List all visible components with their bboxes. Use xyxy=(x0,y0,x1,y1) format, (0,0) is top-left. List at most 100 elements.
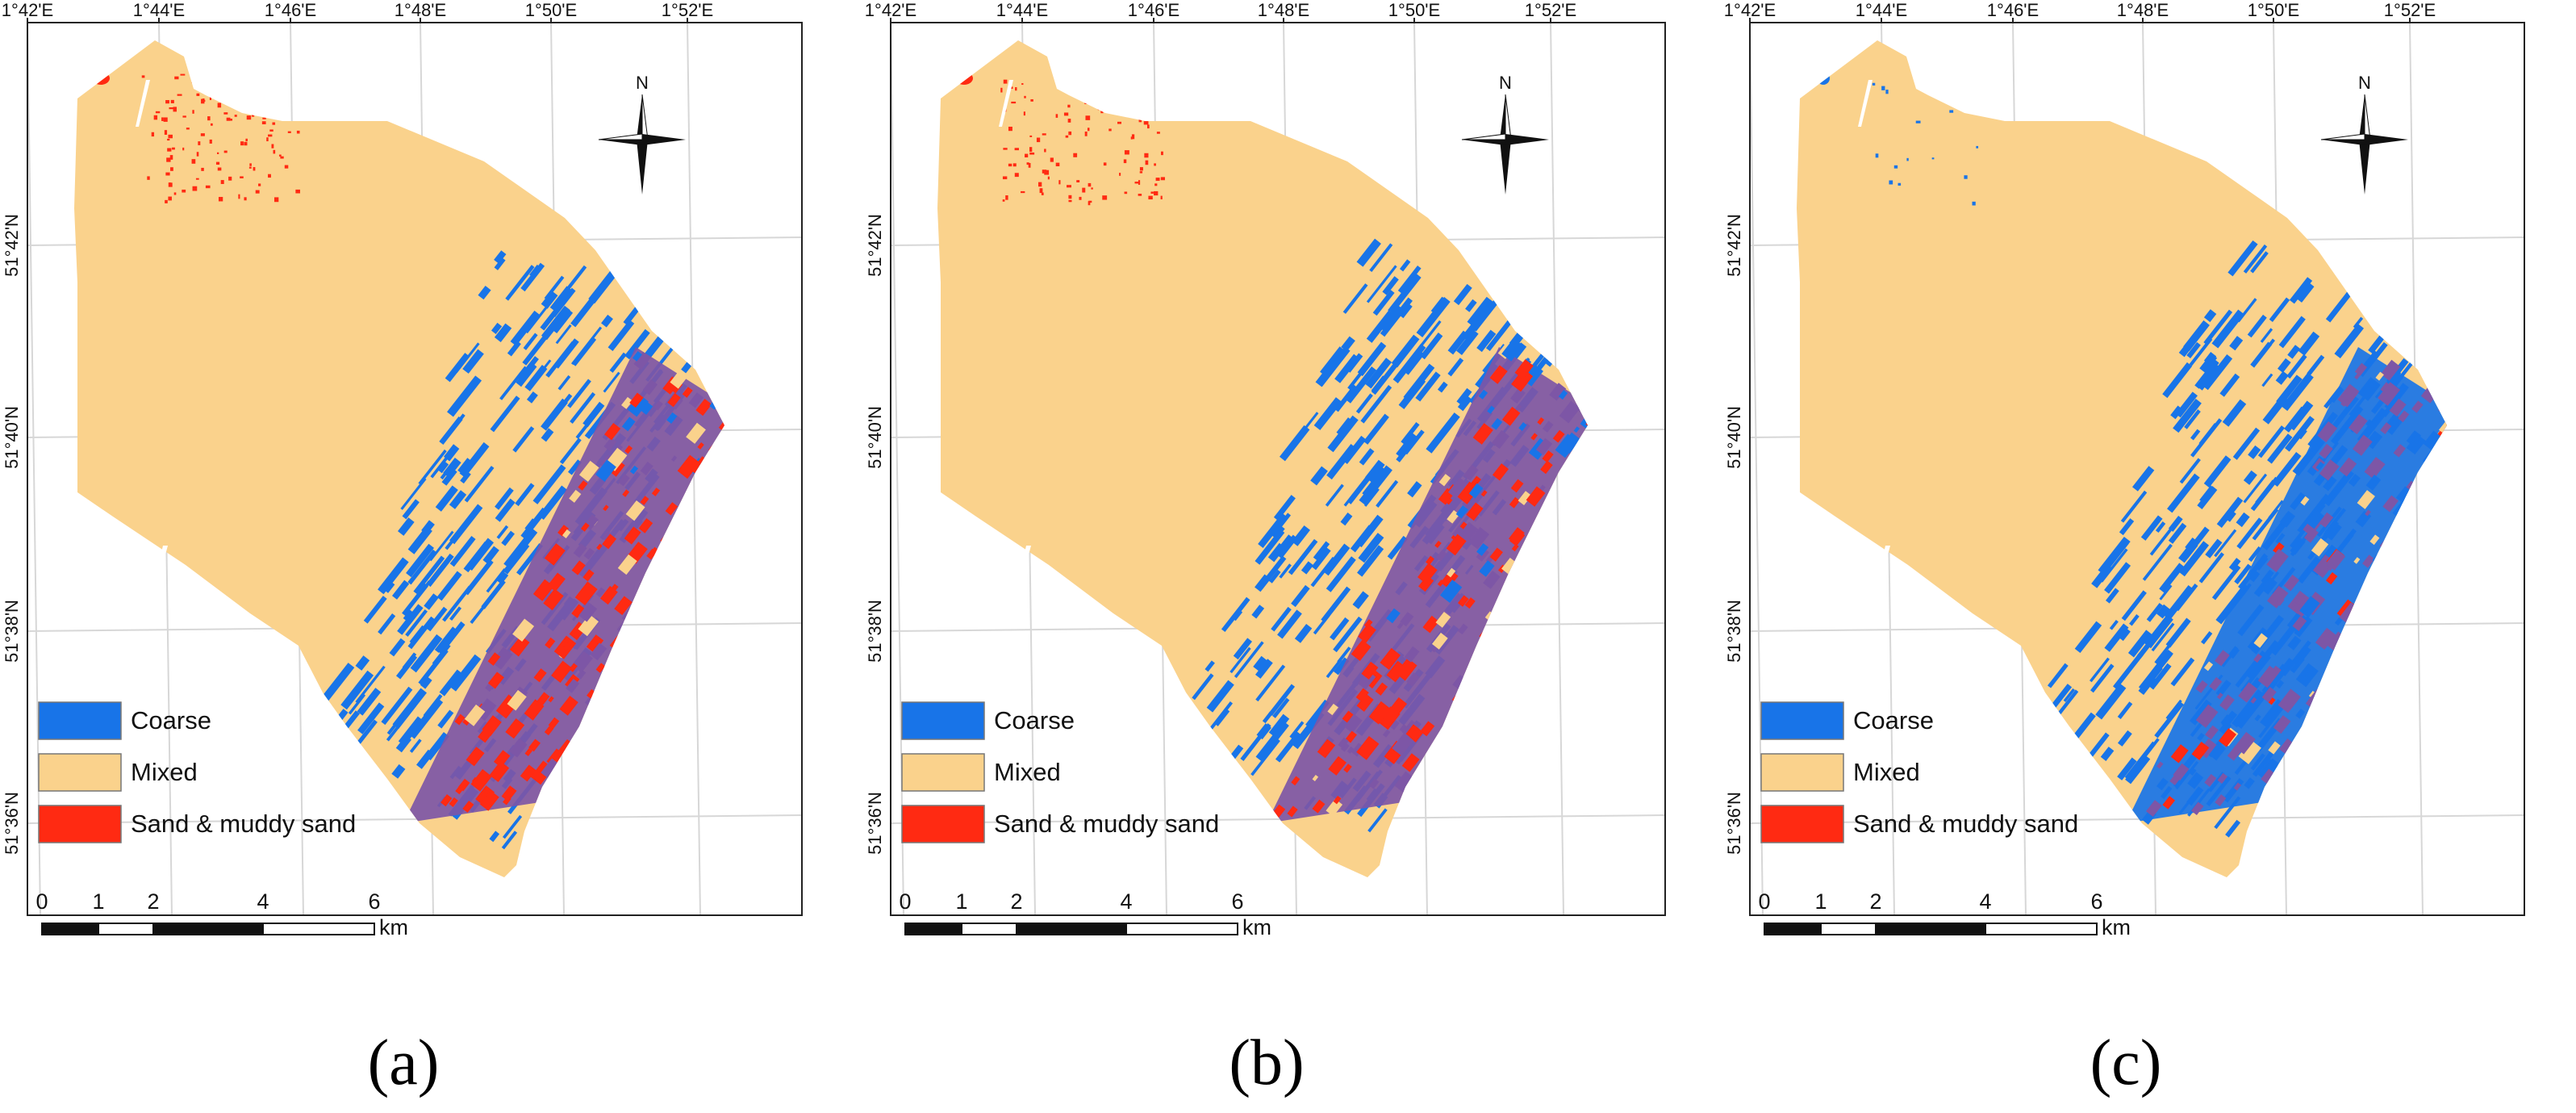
speck xyxy=(1002,176,1008,180)
sediment-patch xyxy=(1328,755,1347,776)
coarse-streak xyxy=(1291,525,1310,546)
speck xyxy=(1931,157,1935,160)
sediment-patch xyxy=(1552,429,1565,443)
sediment-patch xyxy=(625,500,645,521)
sediment-patch xyxy=(487,672,504,689)
sediment-patch xyxy=(638,518,653,533)
speck xyxy=(1008,163,1012,167)
speck xyxy=(1012,163,1017,167)
sediment-patch xyxy=(466,747,485,767)
coarse-streak xyxy=(2334,323,2365,359)
sediment-patch xyxy=(1380,647,1401,670)
coarse-streak xyxy=(2178,541,2198,563)
scalebar-tick-label: 1 xyxy=(1814,889,1827,914)
speck xyxy=(1102,195,1108,200)
coarse-streak xyxy=(391,580,410,600)
coarse-streak xyxy=(1273,495,1296,521)
legend-swatch xyxy=(901,701,985,740)
sediment-patch xyxy=(2189,768,2197,776)
coarse-streak xyxy=(406,543,435,578)
coarse-streak xyxy=(2268,500,2284,519)
sediment-patch xyxy=(1431,632,1448,650)
coarse-streak xyxy=(2178,327,2205,358)
speck xyxy=(240,176,244,178)
speck xyxy=(1119,173,1121,176)
legend-swatch xyxy=(1760,805,1844,843)
coarse-streak xyxy=(507,341,521,357)
north-arrow-icon xyxy=(2320,94,2408,195)
speck xyxy=(1068,195,1072,199)
sediment-patch xyxy=(1287,805,1298,818)
sediment-patch xyxy=(640,461,653,475)
speck xyxy=(1091,187,1093,190)
speck xyxy=(1131,134,1135,140)
sediment-patch xyxy=(667,392,681,408)
speck xyxy=(268,134,273,137)
speck xyxy=(168,182,173,187)
sediment-patch xyxy=(1327,703,1338,716)
sediment-patch xyxy=(2268,697,2276,705)
scalebar-segment xyxy=(152,923,264,935)
coarse-streak xyxy=(2281,372,2314,412)
coarse-streak xyxy=(400,478,427,510)
coarse-streak xyxy=(1472,300,1498,332)
sediment-patch xyxy=(2244,777,2255,789)
coarse-streak xyxy=(1234,641,1264,679)
coarse-streak xyxy=(407,549,437,585)
sediment-patch xyxy=(651,487,661,497)
coarse-streak xyxy=(430,454,451,479)
sediment-patch xyxy=(512,618,535,642)
coarse-streak xyxy=(1391,334,1420,368)
speck xyxy=(1915,120,1921,123)
sediment-patch xyxy=(1389,719,1400,730)
coarse-streak xyxy=(355,665,386,704)
coarse-streak xyxy=(363,596,387,624)
sediment-patch xyxy=(454,713,466,726)
speck xyxy=(1088,201,1091,206)
scalebar-tick-label: 2 xyxy=(1869,889,1881,914)
coarse-streak xyxy=(1333,657,1350,676)
coarse-streak xyxy=(2275,370,2289,385)
sediment-patch xyxy=(2191,741,2210,760)
coarse-streak xyxy=(2298,331,2320,356)
speck xyxy=(266,137,269,142)
speck xyxy=(269,129,273,132)
speck xyxy=(165,172,170,176)
coarse-streak xyxy=(470,592,495,625)
sediment-patch xyxy=(2299,596,2320,618)
coarse-streak xyxy=(460,471,471,484)
sediment-patch xyxy=(524,747,533,756)
sediment-patch xyxy=(1406,672,1420,687)
sediment-patch xyxy=(2327,563,2335,571)
coarse-streak xyxy=(1334,384,1358,412)
coarse-streak xyxy=(1313,614,1330,635)
coarse-streak xyxy=(1256,723,1271,740)
coarse-streak xyxy=(1407,481,1422,498)
sediment-patch xyxy=(557,525,570,537)
speck xyxy=(1898,182,1902,186)
coarse-streak xyxy=(1311,547,1331,571)
coarse-streak xyxy=(1326,444,1357,480)
speck xyxy=(1087,128,1090,132)
coarse-streak xyxy=(2225,510,2236,522)
lon-tick-label: 1°50'E xyxy=(525,0,577,20)
map-frame xyxy=(1749,22,2525,916)
sediment-patch xyxy=(1518,491,1532,506)
speck xyxy=(174,76,179,80)
coarse-streak xyxy=(2203,309,2217,323)
sediment-patch xyxy=(1492,463,1509,481)
coarse-streak xyxy=(1255,721,1289,762)
sediment-patch xyxy=(2306,509,2324,529)
sediment-patch xyxy=(509,635,530,657)
speck xyxy=(164,130,168,135)
coarse-streak xyxy=(2205,538,2223,559)
sediment-patch xyxy=(586,634,604,653)
coarse-streak xyxy=(1205,701,1234,735)
scalebar-unit: km xyxy=(1242,915,1271,939)
sediment-patch xyxy=(670,369,689,389)
coarse-streak xyxy=(2307,354,2325,376)
coarse-streak xyxy=(1192,673,1214,701)
sediment-patch xyxy=(524,699,545,721)
sediment-patch xyxy=(1434,540,1442,549)
legend-label: Mixed xyxy=(1853,758,1920,786)
